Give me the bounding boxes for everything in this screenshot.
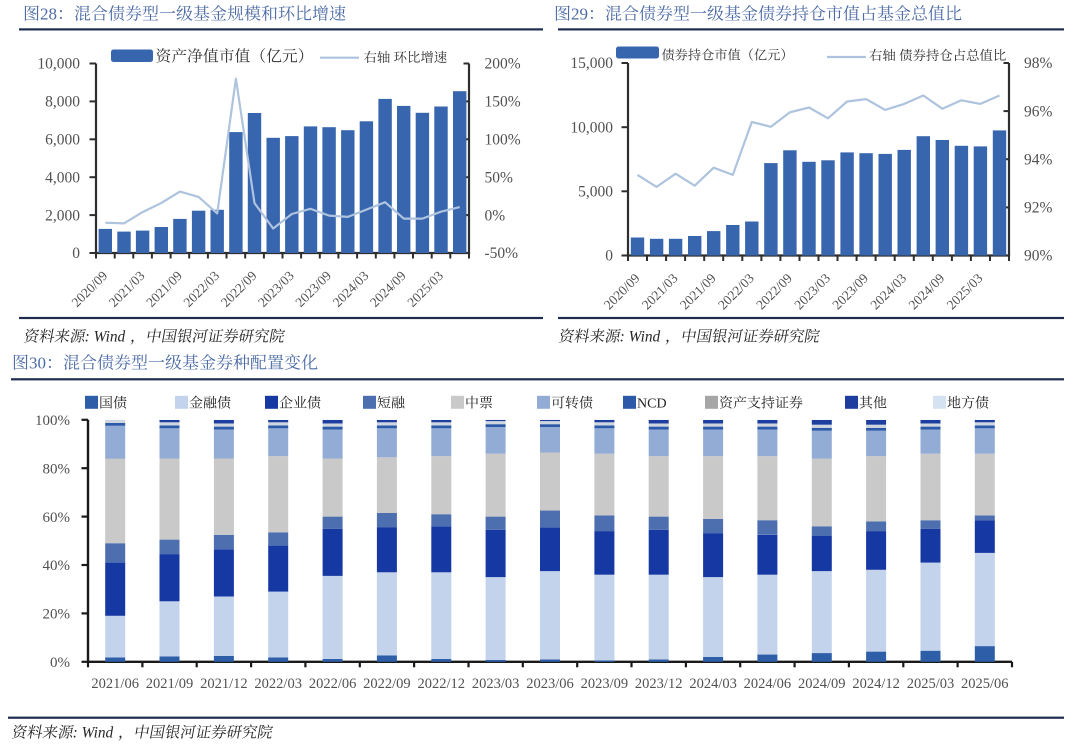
- svg-text:2022/09: 2022/09: [363, 676, 411, 692]
- svg-text:2021/09: 2021/09: [146, 676, 194, 692]
- svg-text:2022/12: 2022/12: [418, 676, 466, 692]
- svg-text:2022/06: 2022/06: [309, 676, 357, 692]
- svg-text:94%: 94%: [1024, 151, 1053, 168]
- svg-text:29: 29: [571, 5, 588, 24]
- svg-text:2024/06: 2024/06: [744, 676, 792, 692]
- svg-text:96%: 96%: [1024, 103, 1053, 120]
- svg-text:0%: 0%: [50, 655, 70, 671]
- svg-text:Wind: Wind: [82, 725, 114, 742]
- svg-text:2023/09: 2023/09: [581, 676, 629, 692]
- svg-text:98%: 98%: [1024, 55, 1053, 72]
- svg-text:30: 30: [29, 354, 46, 373]
- svg-text:Wind: Wind: [94, 329, 126, 346]
- svg-text:2024/03: 2024/03: [689, 676, 737, 692]
- svg-text:100%: 100%: [35, 413, 70, 429]
- svg-text::: :: [620, 329, 625, 346]
- svg-text:92%: 92%: [1024, 200, 1053, 217]
- svg-text:2024/12: 2024/12: [852, 676, 900, 692]
- svg-text:8,000: 8,000: [45, 94, 80, 111]
- svg-text::: :: [85, 329, 90, 346]
- svg-text:60%: 60%: [43, 510, 71, 526]
- svg-text:15,000: 15,000: [570, 55, 613, 72]
- svg-text:80%: 80%: [43, 461, 71, 477]
- svg-text:2,000: 2,000: [45, 207, 80, 224]
- svg-text:2023/12: 2023/12: [635, 676, 683, 692]
- svg-text:Wind: Wind: [629, 329, 661, 346]
- svg-text:2021/06: 2021/06: [91, 676, 139, 692]
- svg-text:5,000: 5,000: [578, 184, 613, 201]
- svg-text:6,000: 6,000: [45, 132, 80, 149]
- svg-text:90%: 90%: [1024, 248, 1053, 265]
- svg-text:50%: 50%: [485, 169, 514, 186]
- svg-text:0: 0: [605, 248, 613, 265]
- svg-text:-50%: -50%: [485, 245, 519, 262]
- svg-text:2023/06: 2023/06: [526, 676, 574, 692]
- svg-text:0: 0: [72, 245, 80, 262]
- svg-text:2021/12: 2021/12: [200, 676, 248, 692]
- svg-text:2025/06: 2025/06: [961, 676, 1009, 692]
- svg-text:2023/03: 2023/03: [472, 676, 520, 692]
- svg-text:10,000: 10,000: [570, 119, 613, 136]
- svg-text:NCD: NCD: [637, 397, 667, 412]
- svg-text:40%: 40%: [43, 558, 71, 574]
- svg-text:10,000: 10,000: [37, 56, 80, 73]
- svg-text:4,000: 4,000: [45, 169, 80, 186]
- svg-text:150%: 150%: [485, 94, 521, 111]
- svg-text:20%: 20%: [43, 607, 71, 623]
- svg-text:100%: 100%: [485, 132, 521, 149]
- svg-text:2022/03: 2022/03: [254, 676, 302, 692]
- svg-text:0%: 0%: [485, 207, 506, 224]
- svg-text:200%: 200%: [485, 56, 521, 73]
- svg-text:28: 28: [40, 5, 57, 24]
- svg-text:2024/09: 2024/09: [798, 676, 846, 692]
- svg-text::: :: [73, 725, 78, 742]
- svg-text:2025/03: 2025/03: [907, 676, 955, 692]
